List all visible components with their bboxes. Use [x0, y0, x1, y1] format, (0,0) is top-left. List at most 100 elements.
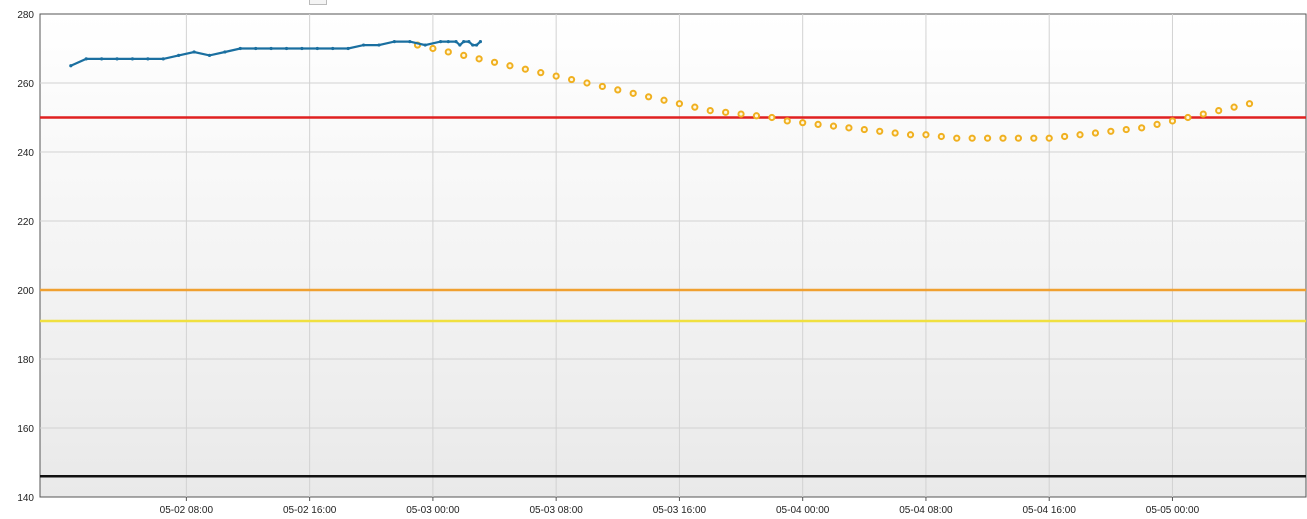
- forecast-point: [1138, 124, 1146, 132]
- actual-point: [331, 46, 335, 51]
- forecast-point: [1184, 113, 1192, 122]
- actual-point: [361, 43, 366, 47]
- forecast-point: [922, 131, 930, 139]
- forecast-point: [860, 125, 868, 134]
- forecast-point: [444, 48, 452, 56]
- x-tick-label: 05-04 08:00: [899, 505, 953, 516]
- forecast-point: [876, 127, 884, 135]
- actual-point: [478, 40, 483, 44]
- actual-point: [439, 40, 443, 44]
- actual-point: [223, 50, 227, 54]
- forecast-point: [429, 44, 437, 53]
- forecast-point: [645, 93, 653, 101]
- forecast-point: [799, 119, 807, 127]
- x-tick-label: 05-04 00:00: [776, 505, 830, 516]
- forecast-point: [783, 117, 791, 125]
- y-tick-label: 160: [17, 424, 34, 435]
- forecast-point: [1122, 125, 1130, 134]
- y-tick-label: 280: [17, 10, 34, 21]
- forecast-point: [490, 58, 499, 66]
- actual-point: [161, 57, 165, 61]
- y-tick-label: 260: [17, 79, 34, 90]
- forecast-point: [1168, 117, 1177, 125]
- actual-point: [467, 40, 471, 44]
- actual-point: [238, 46, 242, 51]
- actual-point: [423, 43, 427, 47]
- actual-point: [471, 43, 475, 47]
- forecast-point: [1045, 134, 1053, 142]
- actual-point: [408, 40, 412, 44]
- x-tick-label: 05-03 00:00: [406, 505, 460, 516]
- forecast-point: [814, 120, 822, 129]
- y-axis: 140 160 180 200 220 240 260 280: [17, 10, 34, 504]
- x-axis: 05-02 08:00 05-02 16:00 05-03 00:00 05-03 0…: [160, 497, 1200, 516]
- actual-point: [284, 46, 289, 51]
- forecast-point: [1030, 134, 1038, 142]
- actual-point: [115, 57, 119, 61]
- forecast-point: [999, 134, 1007, 142]
- forecast-point: [537, 69, 545, 77]
- forecast-point: [521, 65, 529, 73]
- actual-point: [269, 46, 273, 51]
- forecast-point: [953, 134, 961, 142]
- forecast-point: [768, 113, 776, 122]
- actual-point: [315, 46, 319, 51]
- y-tick-label: 180: [17, 355, 34, 366]
- forecast-point: [891, 129, 899, 137]
- actual-point: [177, 53, 181, 58]
- actual-point: [346, 46, 350, 51]
- threshold-lines: [40, 116, 1306, 478]
- forecast-point: [567, 75, 576, 84]
- forecast-point: [1014, 134, 1022, 142]
- forecast-point: [752, 112, 761, 120]
- x-tick-label: 05-02 08:00: [160, 505, 214, 516]
- forecast-point: [1091, 129, 1100, 137]
- forecast-point: [706, 107, 714, 115]
- forecast-point: [906, 131, 915, 139]
- actual-point: [446, 40, 450, 44]
- actual-point: [377, 43, 381, 47]
- actual-point: [474, 43, 479, 47]
- forecast-point: [552, 72, 560, 80]
- forecast-point: [1230, 103, 1238, 111]
- forecast-point: [1107, 127, 1115, 135]
- forecast-point: [968, 134, 976, 142]
- forecast-point: [506, 62, 514, 70]
- forecast-point: [1199, 110, 1207, 118]
- forecast-point: [691, 103, 699, 111]
- actual-point: [84, 57, 88, 61]
- y-tick-label: 140: [17, 493, 34, 504]
- y-tick-label: 240: [17, 148, 34, 159]
- actual-point: [462, 40, 466, 44]
- forecast-point: [460, 51, 468, 60]
- forecast-point: [583, 79, 591, 87]
- actual-point: [300, 46, 304, 51]
- actual-point: [69, 64, 73, 68]
- plot-area: [39, 13, 1307, 498]
- y-tick-label: 220: [17, 217, 34, 228]
- actual-point: [392, 40, 396, 44]
- x-tick-label: 05-03 16:00: [653, 505, 707, 516]
- forecast-point: [737, 110, 745, 118]
- legend-toggle[interactable]: [309, 0, 327, 5]
- x-tick-label: 05-04 16:00: [1023, 505, 1077, 516]
- gridlines: [40, 14, 1306, 497]
- forecast-point: [629, 89, 637, 97]
- forecast-point: [598, 82, 606, 91]
- forecast-point: [1153, 120, 1161, 129]
- x-tick-label: 05-03 08:00: [529, 505, 583, 516]
- forecast-point: [1215, 107, 1223, 115]
- actual-point: [458, 43, 462, 47]
- actual-point: [100, 57, 104, 61]
- actual-point: [130, 57, 135, 61]
- forecast-point: [1076, 131, 1084, 139]
- forecast-point: [1061, 132, 1069, 141]
- actual-point: [207, 53, 212, 58]
- forecast-point: [937, 132, 945, 141]
- actual-point: [254, 46, 258, 51]
- actual-point: [192, 50, 196, 54]
- forecast-point: [1245, 100, 1254, 108]
- y-tick-label: 200: [17, 286, 34, 297]
- series-layer: [69, 40, 1254, 142]
